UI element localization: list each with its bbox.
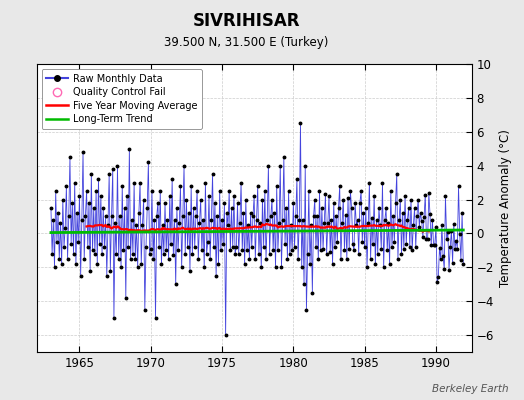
Text: Berkeley Earth: Berkeley Earth: [432, 384, 508, 394]
Y-axis label: Temperature Anomaly (°C): Temperature Anomaly (°C): [499, 129, 512, 287]
Legend: Raw Monthly Data, Quality Control Fail, Five Year Moving Average, Long-Term Tren: Raw Monthly Data, Quality Control Fail, …: [41, 69, 202, 129]
Text: SIVRIHISAR: SIVRIHISAR: [192, 12, 300, 30]
Text: 39.500 N, 31.500 E (Turkey): 39.500 N, 31.500 E (Turkey): [164, 36, 329, 49]
